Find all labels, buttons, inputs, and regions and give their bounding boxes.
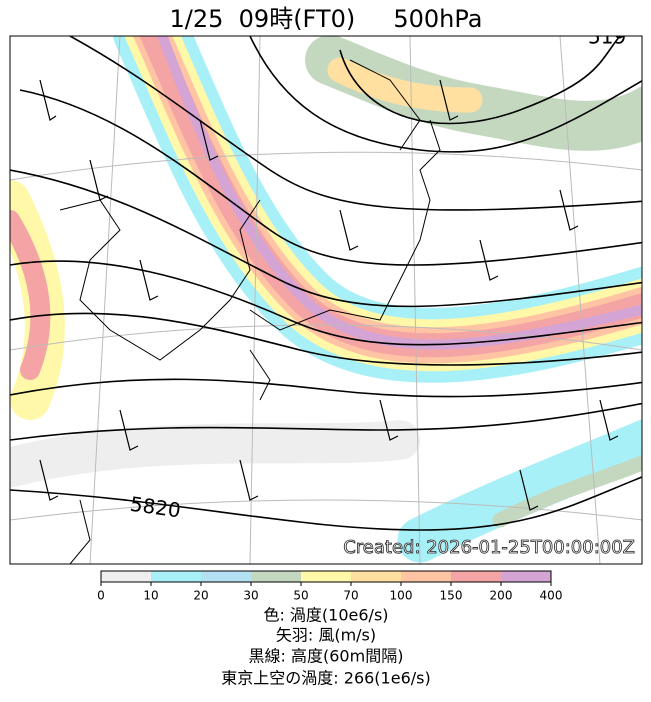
caption-line: 矢羽: 風(m/s) <box>276 626 376 645</box>
colorbar-frame <box>100 570 552 583</box>
colorbar-tick-label: 150 <box>440 589 463 603</box>
caption: 色: 渦度(10e6/s) 矢羽: 風(m/s) 黒線: 高度(60m間隔) 東… <box>221 606 430 688</box>
colorbar-tick-label: 100 <box>390 589 413 603</box>
colorbar-segment <box>151 571 201 582</box>
colorbar-segment <box>451 571 501 582</box>
caption-line: 東京上空の渦度: 266(1e6/s) <box>221 669 430 688</box>
colorbar-tick-label: 20 <box>193 589 208 603</box>
wind-barbs <box>39 79 619 511</box>
caption-line: 色: 渦度(10e6/s) <box>263 606 388 625</box>
colorbar-tick-label: 200 <box>490 589 513 603</box>
vorticity-shading <box>10 36 642 563</box>
colorbar-tick-label: 0 <box>97 589 105 603</box>
colorbar-tick-label: 400 <box>540 589 563 603</box>
map: 5820 519 Created: 2026-01-25T00:00:00Z <box>10 25 642 564</box>
colorbar-tick-label: 30 <box>243 589 258 603</box>
map-frame <box>9 35 643 565</box>
colorbar: 0 10 20 30 50 70 100 150 200 400 <box>97 570 563 603</box>
colorbar-segment <box>401 571 451 582</box>
colorbar-segment <box>101 571 151 582</box>
colorbar-segment <box>301 571 351 582</box>
colorbar-segment <box>351 571 401 582</box>
title: 1/25 09時(FT0) 500hPa <box>170 5 483 33</box>
created-stamp: Created: 2026-01-25T00:00:00Z <box>343 537 635 558</box>
colorbar-segment <box>501 571 551 582</box>
colorbar-tick-label: 10 <box>143 589 158 603</box>
contour-label: 519 <box>588 25 626 49</box>
caption-line: 黒線: 高度(60m間隔) <box>249 647 404 666</box>
colorbar-segment <box>251 571 301 582</box>
colorbar-tick-label: 70 <box>343 589 358 603</box>
colorbar-segment <box>201 571 251 582</box>
height-contours <box>10 36 642 531</box>
colorbar-tick-label: 50 <box>293 589 308 603</box>
